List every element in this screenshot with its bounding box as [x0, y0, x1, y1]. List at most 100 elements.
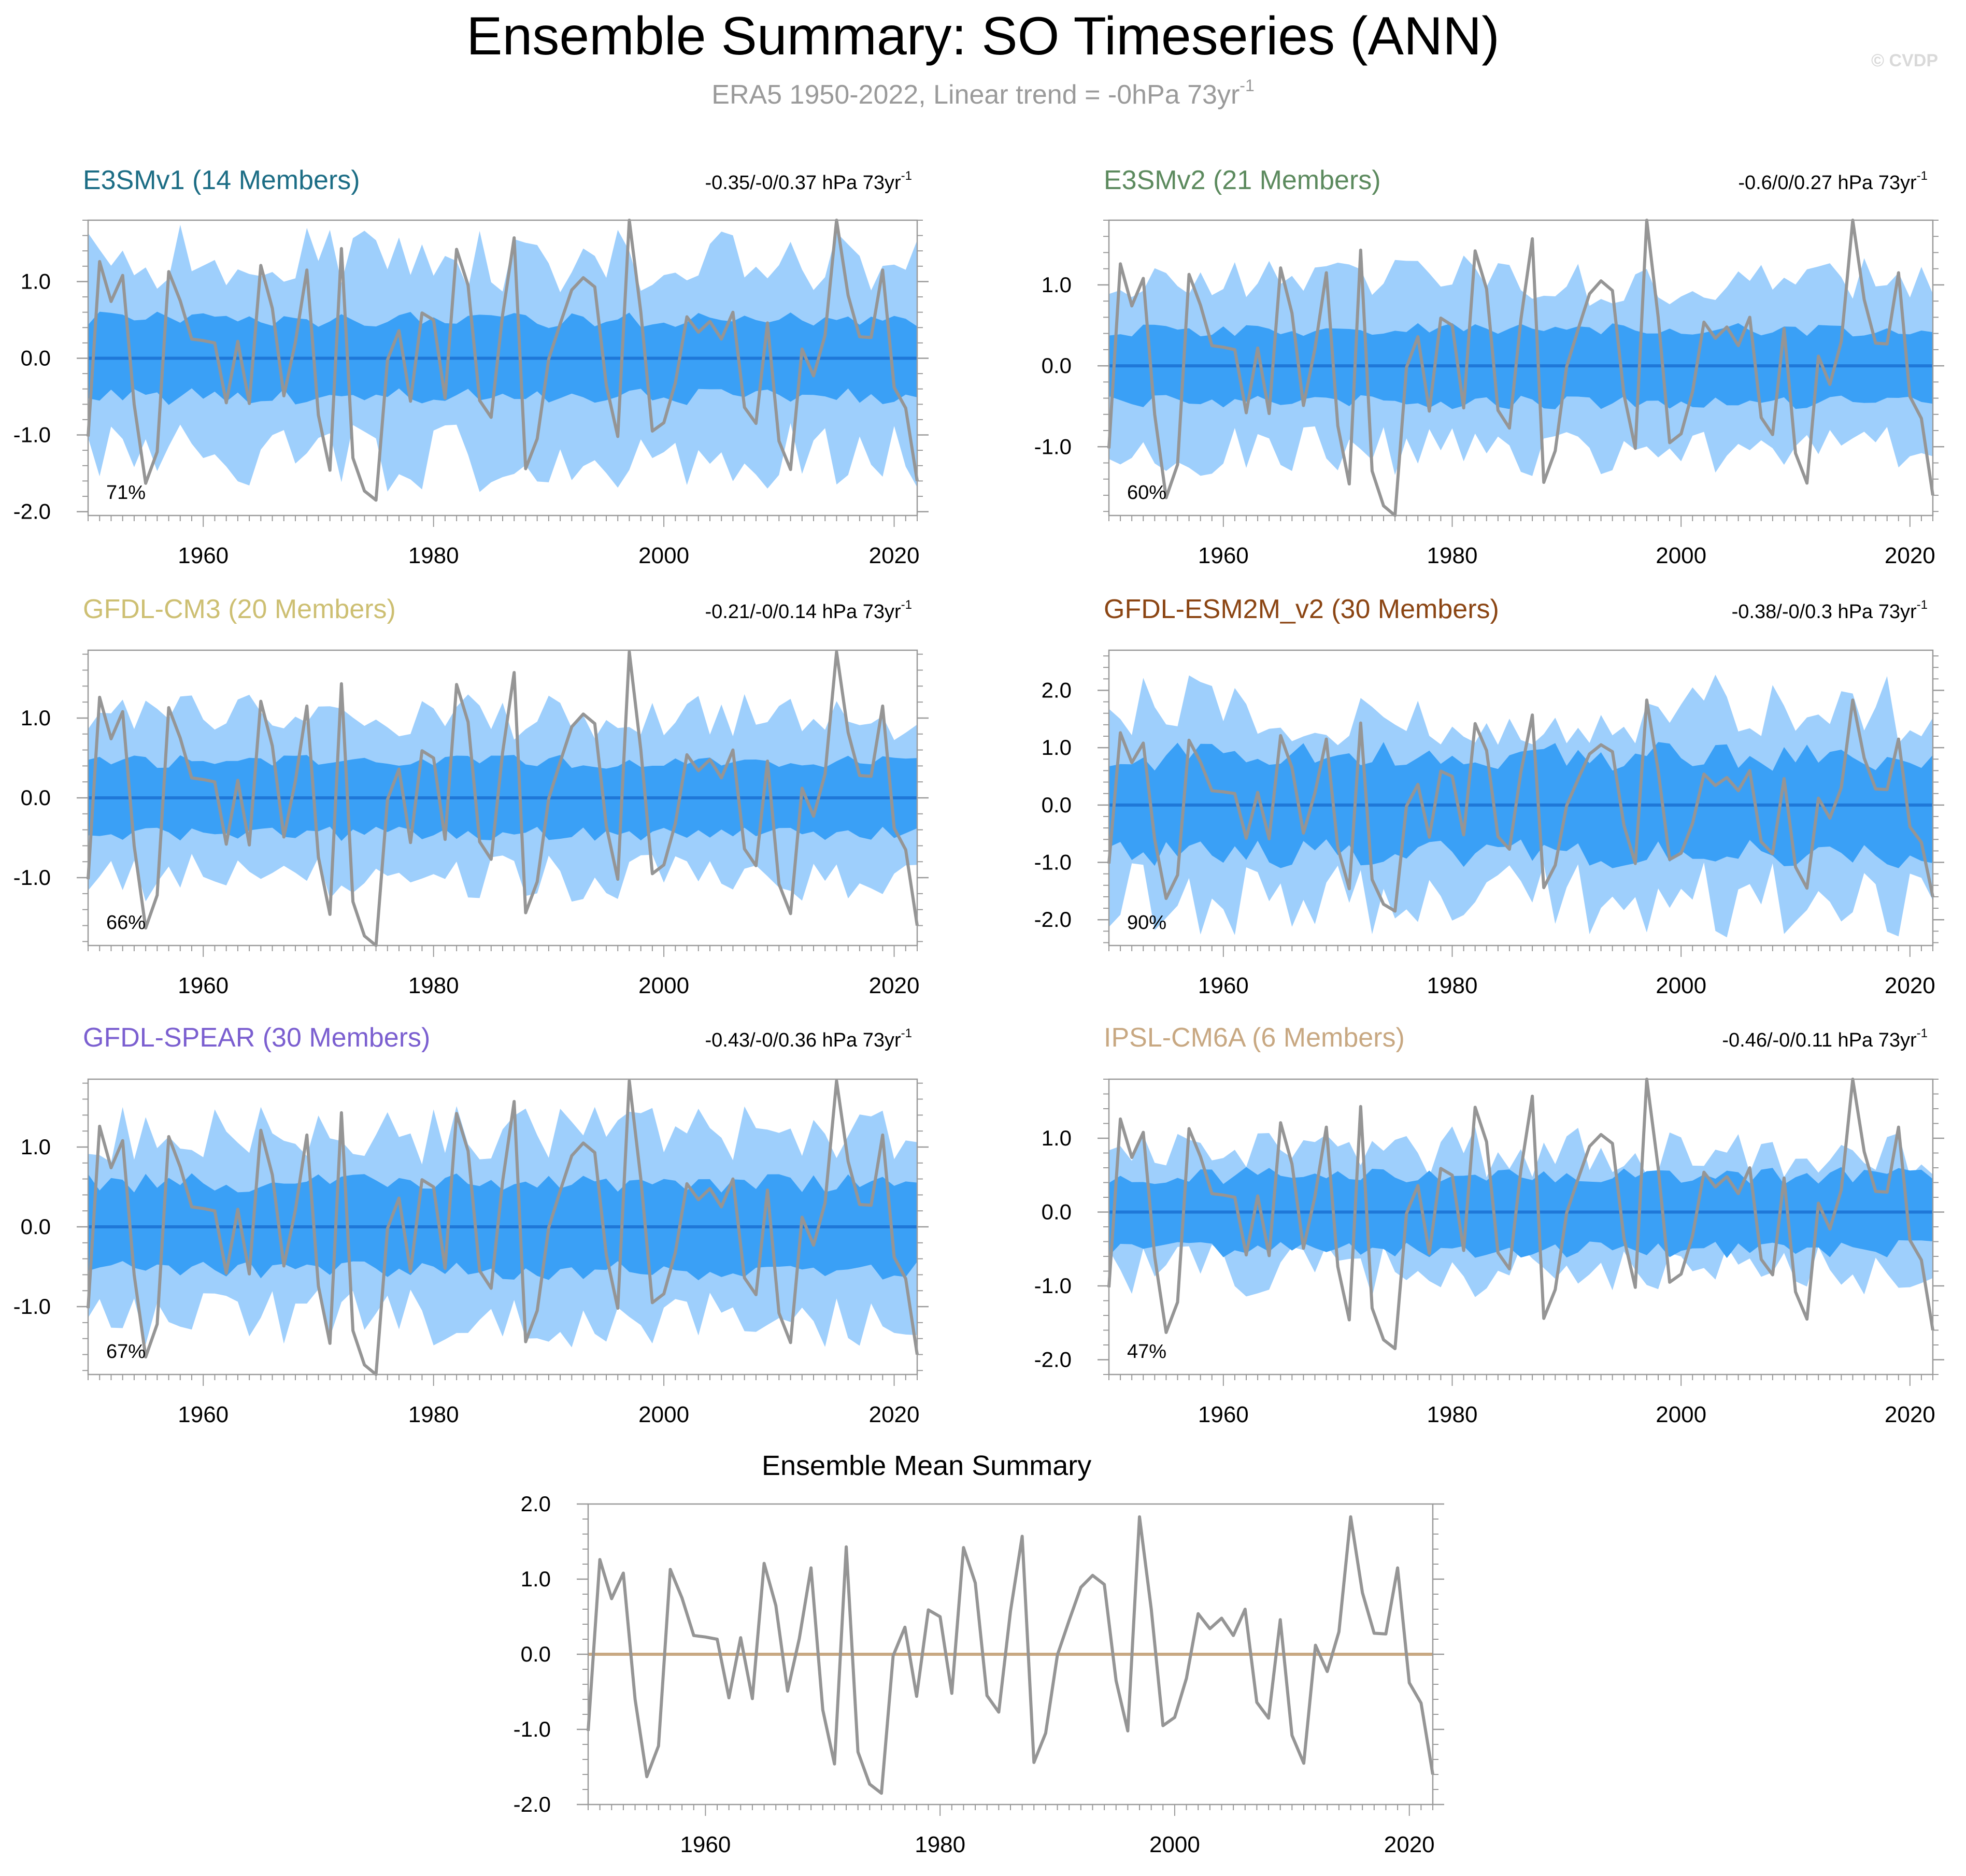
- observation-line: [1107, 219, 1934, 517]
- panel-title: E3SMv2 (21 Members): [1104, 165, 1381, 195]
- percentile-label: 60%: [1127, 482, 1166, 504]
- y-tick-label: -1.0: [1034, 850, 1072, 875]
- trend-label-text: -0.35/-0/0.37 hPa 73yr: [705, 172, 901, 194]
- observation-line: [1107, 1078, 1934, 1351]
- figure-title: Ensemble Summary: SO Timeseries (ANN): [466, 6, 1500, 66]
- y-tick-label: 1.0: [521, 1567, 551, 1591]
- trend-label-text: -0.46/-0/0.11 hPa 73yr: [1722, 1029, 1917, 1051]
- x-tick-label: 1980: [915, 1832, 965, 1857]
- x-tick-label: 1960: [680, 1832, 731, 1857]
- x-tick-label: 2020: [869, 1402, 920, 1427]
- y-tick-label: 0.0: [1042, 793, 1072, 817]
- panel-title: Ensemble Mean Summary: [762, 1450, 1091, 1481]
- chart-panel-1: E3SMv1 (14 Members) -0.35/-0/0.37 hPa 73y…: [13, 165, 929, 568]
- trend-label: -0.21/-0/0.14 hPa 73yr-1: [705, 598, 912, 623]
- y-tick-label: 1.0: [21, 1135, 51, 1159]
- y-tick-label: -1.0: [514, 1717, 551, 1741]
- y-tick-label: -1.0: [1034, 1273, 1072, 1298]
- y-tick-label: 0.0: [21, 1214, 51, 1239]
- y-tick-label: -1.0: [1034, 434, 1072, 459]
- x-tick-label: 2000: [1149, 1832, 1200, 1857]
- chart-panel-2: E3SMv2 (21 Members) -0.6/0/0.27 hPa 73yr-…: [1034, 165, 1944, 568]
- y-tick-label: 1.0: [21, 269, 51, 293]
- figure-subtitle: ERA5 1950-2022, Linear trend = -0hPa 73y…: [711, 76, 1254, 110]
- panel-title: GFDL-ESM2M_v2 (30 Members): [1104, 594, 1499, 624]
- percentile-label: 71%: [106, 482, 146, 504]
- y-tick-label: 1.0: [1042, 735, 1072, 760]
- x-tick-label: 2000: [1656, 543, 1706, 568]
- x-tick-label: 2000: [638, 1402, 689, 1427]
- y-tick-label: 0.0: [21, 346, 51, 370]
- trend-label-text: -0.43/-0/0.36 hPa 73yr: [705, 1029, 901, 1051]
- panel-title: GFDL-CM3 (20 Members): [83, 594, 396, 624]
- y-tick-label: -2.0: [514, 1792, 551, 1816]
- y-tick-label: -1.0: [13, 1294, 51, 1319]
- trend-label: -0.46/-0/0.11 hPa 73yr-1: [1722, 1026, 1928, 1051]
- y-tick-label: 1.0: [1042, 1126, 1072, 1150]
- observation-line: [1107, 698, 1934, 913]
- subtitle-superscript: -1: [1240, 76, 1254, 95]
- panel-title: IPSL-CM6A (6 Members): [1104, 1023, 1405, 1053]
- y-tick-label: 1.0: [1042, 273, 1072, 297]
- y-tick-label: -2.0: [13, 499, 51, 524]
- trend-label-superscript: -1: [901, 598, 912, 612]
- x-tick-label: 2020: [1384, 1832, 1435, 1857]
- x-tick-label: 1980: [1427, 1402, 1478, 1427]
- x-tick-label: 1960: [178, 973, 229, 998]
- chart-panel-3: GFDL-CM3 (20 Members) -0.21/-0/0.14 hPa 7…: [13, 594, 929, 998]
- observation-line: [587, 1515, 1434, 1795]
- trend-label-superscript: -1: [1917, 1026, 1928, 1040]
- x-tick-label: 2020: [869, 973, 920, 998]
- trend-label-text: -0.6/0/0.27 hPa 73yr: [1738, 172, 1917, 194]
- subtitle-text: ERA5 1950-2022, Linear trend = -0hPa 73y…: [711, 80, 1240, 110]
- x-tick-label: 1980: [1427, 973, 1478, 998]
- trend-label: -0.6/0/0.27 hPa 73yr-1: [1738, 169, 1928, 194]
- percentile-label: 47%: [1127, 1341, 1166, 1363]
- percentile-label: 90%: [1127, 912, 1166, 934]
- x-tick-label: 1960: [1198, 543, 1249, 568]
- x-tick-label: 2020: [869, 543, 920, 568]
- y-tick-label: 1.0: [21, 706, 51, 730]
- x-tick-label: 2000: [638, 543, 689, 568]
- observation-line: [87, 219, 919, 502]
- y-tick-label: 0.0: [1042, 353, 1072, 378]
- chart-panel-6: IPSL-CM6A (6 Members) -0.46/-0/0.11 hPa 7…: [1034, 1023, 1944, 1427]
- y-tick-label: 0.0: [21, 785, 51, 810]
- x-tick-label: 2020: [1885, 1402, 1935, 1427]
- x-tick-label: 1960: [1198, 1402, 1249, 1427]
- percentile-label: 67%: [106, 1341, 146, 1363]
- x-tick-label: 1980: [408, 543, 459, 568]
- y-tick-label: 2.0: [1042, 678, 1072, 702]
- x-tick-label: 1980: [408, 973, 459, 998]
- trend-label: -0.35/-0/0.37 hPa 73yr-1: [705, 169, 912, 194]
- y-tick-label: 0.0: [1042, 1200, 1072, 1224]
- cvdp-watermark: © CVDP: [1871, 51, 1938, 70]
- observation-line: [87, 1079, 919, 1376]
- x-tick-label: 1960: [1198, 973, 1249, 998]
- panel-title: E3SMv1 (14 Members): [83, 165, 360, 195]
- trend-label-text: -0.21/-0/0.14 hPa 73yr: [705, 601, 901, 623]
- chart-panel-7: Ensemble Mean Summary -2.0 -1.0 0.0 1.0 2.0 19…: [514, 1450, 1444, 1857]
- panel-title: GFDL-SPEAR (30 Members): [83, 1023, 430, 1053]
- trend-label: -0.38/-0/0.3 hPa 73yr-1: [1732, 598, 1928, 623]
- trend-label-superscript: -1: [1917, 598, 1928, 612]
- x-tick-label: 1960: [178, 543, 229, 568]
- x-tick-label: 2000: [1656, 973, 1706, 998]
- y-tick-label: 2.0: [521, 1492, 551, 1516]
- x-tick-label: 2000: [638, 973, 689, 998]
- x-tick-label: 1980: [408, 1402, 459, 1427]
- x-tick-label: 1960: [178, 1402, 229, 1427]
- chart-panel-4: GFDL-ESM2M_v2 (30 Members) -0.38/-0/0.3 h…: [1034, 594, 1944, 998]
- observation-line: [87, 650, 919, 947]
- x-tick-label: 1980: [1427, 543, 1478, 568]
- x-tick-label: 2020: [1885, 543, 1935, 568]
- x-tick-label: 2000: [1656, 1402, 1706, 1427]
- y-tick-label: -1.0: [13, 865, 51, 890]
- y-tick-label: 0.0: [521, 1642, 551, 1666]
- trend-label-superscript: -1: [1917, 169, 1928, 183]
- trend-label-superscript: -1: [901, 1026, 912, 1040]
- trend-label: -0.43/-0/0.36 hPa 73yr-1: [705, 1026, 912, 1051]
- y-tick-label: -2.0: [1034, 1348, 1072, 1372]
- x-tick-label: 2020: [1885, 973, 1935, 998]
